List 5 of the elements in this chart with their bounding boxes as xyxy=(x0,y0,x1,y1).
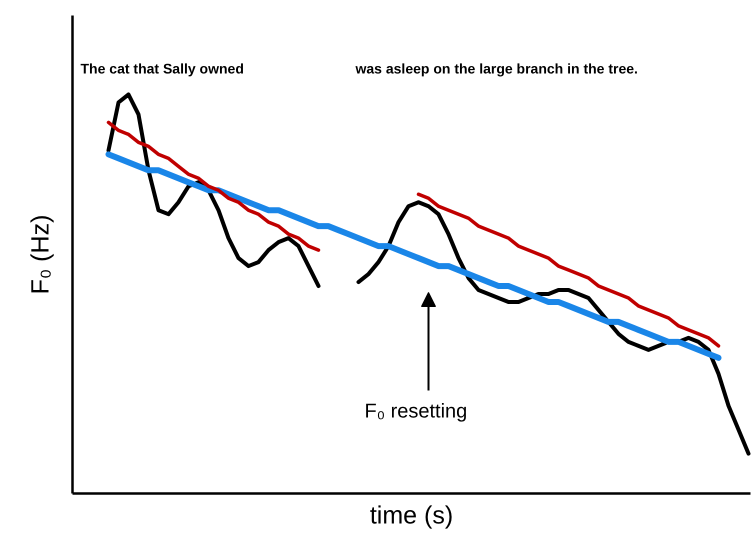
text: was asleep on the large branch in the tree. xyxy=(354,60,638,76)
text: The cat that Sally owned xyxy=(80,60,244,76)
annotation: F₀ resetting xyxy=(364,400,468,422)
x-axis-title: time (s) xyxy=(370,502,454,530)
y-axis-title: F₀ (Hz) xyxy=(26,214,54,294)
